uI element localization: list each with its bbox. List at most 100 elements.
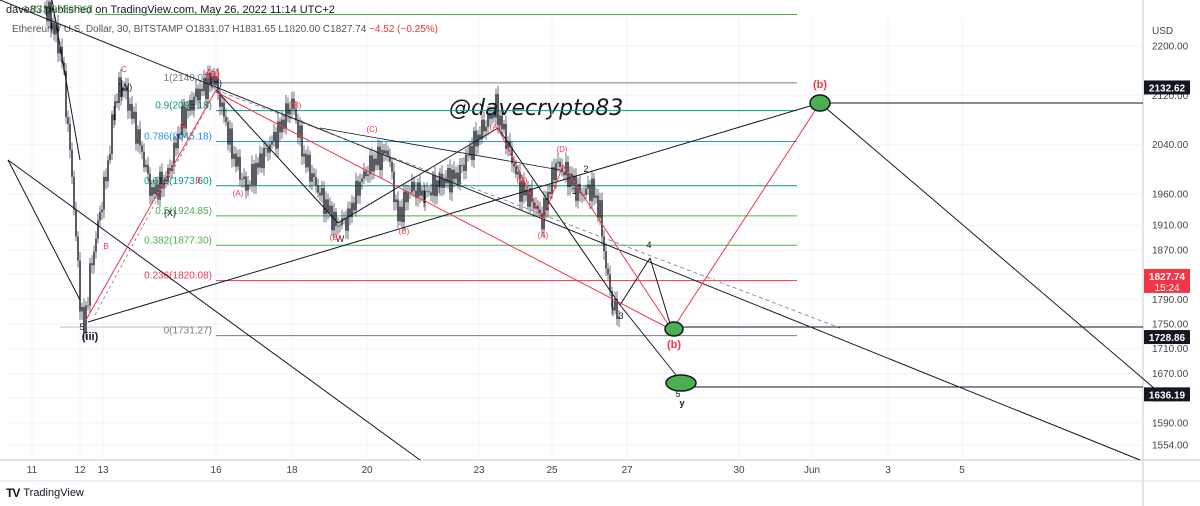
- candle-body: [315, 177, 317, 186]
- candle-body: [303, 153, 305, 157]
- candle-body: [359, 181, 361, 196]
- candle-body: [73, 176, 75, 210]
- projection-down-line: [819, 102, 1169, 401]
- candle-body: [481, 119, 483, 140]
- wave-label: 1: [571, 186, 576, 196]
- candle-body: [297, 119, 299, 138]
- price-axis-unit: USD: [1152, 26, 1174, 37]
- candle-body: [155, 184, 157, 195]
- candle-body: [219, 92, 221, 107]
- wave-label-red: (A): [233, 189, 244, 198]
- wave-label: 2: [583, 164, 588, 174]
- candle-body: [363, 171, 365, 179]
- candle-body: [465, 154, 467, 171]
- candle-body: [421, 190, 423, 196]
- candle-body: [563, 172, 565, 176]
- wave-label-red: (b): [813, 79, 827, 91]
- candle-body: [385, 150, 387, 154]
- price-axis-badge-text: 2132.62: [1149, 83, 1186, 94]
- candle-body: [83, 306, 85, 334]
- candle-body: [287, 103, 289, 115]
- candle-body: [443, 178, 445, 188]
- candle-body: [233, 153, 235, 159]
- candle-body: [225, 116, 227, 122]
- candle-body: [237, 156, 239, 167]
- candle-body: [527, 189, 529, 207]
- candle-body: [453, 169, 455, 179]
- x-tick-label: 12: [74, 465, 86, 476]
- candle-body: [129, 103, 131, 111]
- candle-body: [245, 176, 247, 191]
- y-tick-label: 2120.00: [1152, 91, 1189, 102]
- candle-body: [118, 77, 120, 104]
- candle-body: [327, 199, 329, 213]
- candle-body: [533, 201, 535, 209]
- candle-body: [537, 205, 539, 210]
- dashed-trendline: [215, 89, 841, 329]
- candle-body: [428, 191, 430, 193]
- candle-body: [361, 178, 363, 182]
- price-axis-badge: [1144, 268, 1190, 293]
- candle-body: [423, 190, 425, 203]
- candle-body: [475, 130, 477, 147]
- candle-body: [439, 173, 441, 188]
- candle-body: [507, 141, 509, 149]
- candle-body: [541, 213, 543, 230]
- candle-body: [179, 134, 181, 136]
- candle-body: [419, 182, 421, 196]
- candle-body: [499, 115, 501, 126]
- candle-body: [107, 160, 109, 182]
- candle-body: [483, 119, 485, 132]
- wave-label-red: (D): [556, 145, 567, 154]
- candle-body: [89, 263, 91, 306]
- candle-body: [519, 171, 521, 202]
- wave-label-red: C: [121, 65, 127, 74]
- candle-body: [447, 168, 449, 184]
- candle-body: [383, 149, 385, 154]
- wave-label-red: A: [179, 121, 185, 130]
- candle-body: [211, 75, 213, 84]
- candle-body: [395, 199, 397, 203]
- candle-body: [381, 149, 383, 171]
- candle-body: [139, 129, 141, 146]
- candle-body: [583, 194, 585, 196]
- candle-body: [243, 176, 245, 179]
- candle-body: [339, 225, 341, 227]
- symbol-change: −4.52 (−0.25%): [369, 24, 439, 35]
- candle-body: [173, 142, 175, 166]
- candle-body: [485, 126, 487, 132]
- candle-body: [259, 153, 261, 168]
- candle-body: [561, 166, 563, 173]
- fib-level-label: 0.236(1820.08): [144, 271, 212, 282]
- candle-body: [407, 192, 409, 203]
- wave-left-line: [7, 159, 81, 301]
- x-tick-label: 27: [621, 465, 633, 476]
- candle-body: [321, 188, 323, 196]
- candle-body: [67, 117, 69, 124]
- candle-body: [223, 102, 225, 117]
- candle-body: [371, 155, 373, 172]
- candle-body: [183, 106, 185, 129]
- candle-body: [191, 99, 193, 111]
- candle-body: [261, 153, 263, 169]
- candle-body: [48, 1, 50, 22]
- candle-body: [517, 171, 519, 175]
- candle-body: [114, 101, 116, 121]
- candle-body: [345, 217, 347, 231]
- candle-body: [161, 171, 163, 189]
- candle-body: [605, 251, 607, 269]
- candle-body: [79, 260, 81, 312]
- candle-body: [101, 209, 103, 213]
- wave-w-line: [215, 89, 339, 224]
- brand-footer: TV TradingView: [6, 486, 84, 500]
- candle-body: [565, 161, 567, 176]
- candle-body: [143, 151, 145, 168]
- candle-body: [181, 106, 183, 136]
- candle-body: [347, 208, 349, 231]
- candle-body: [569, 173, 571, 188]
- x-tick-label: 5: [959, 465, 965, 476]
- candle-body: [403, 191, 405, 223]
- candle-body: [577, 183, 579, 201]
- y-tick-label: 1554.00: [1152, 441, 1189, 452]
